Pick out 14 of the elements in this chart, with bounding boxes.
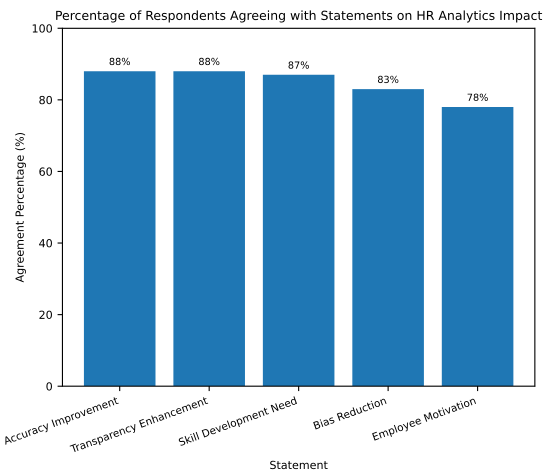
data-label: 83% xyxy=(378,76,398,84)
y-tick-label: 100 xyxy=(32,24,52,33)
data-label: 88% xyxy=(110,58,130,66)
y-tick-label: 60 xyxy=(39,167,52,176)
data-label: 88% xyxy=(199,58,220,66)
y-axis-title: Agreement Percentage (%) xyxy=(15,132,26,282)
y-tick-label: 0 xyxy=(46,382,52,391)
x-axis-title: Statement xyxy=(270,460,328,470)
data-label: 87% xyxy=(288,61,309,69)
y-tick-label: 80 xyxy=(39,96,52,104)
chart-title: Percentage of Respondents Agreeing with Statements on HR Analytics Impact xyxy=(56,10,542,23)
y-tick-label: 40 xyxy=(39,239,52,248)
data-label: 78% xyxy=(468,94,488,101)
y-tick-label: 20 xyxy=(39,310,52,320)
